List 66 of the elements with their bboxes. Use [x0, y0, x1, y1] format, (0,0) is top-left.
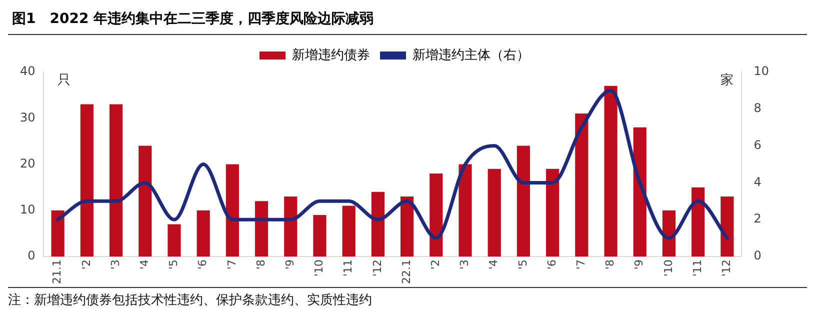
bar [430, 173, 443, 257]
bar [254, 201, 268, 257]
y-tick-label: 40 [20, 64, 36, 78]
bar [138, 146, 152, 257]
x-tick-label: '11 [690, 260, 704, 277]
y2-axis-title: 家 [720, 72, 734, 88]
x-tick-label: '7 [574, 260, 588, 270]
y2-tick-label: 6 [754, 138, 762, 152]
text: 注：新增违约债券包括技术性违约、保护条款违约、实质性违约 [8, 292, 373, 309]
bar [196, 210, 210, 257]
x-tick-label: '11 [342, 260, 355, 277]
legend-label: 新增违约主体（右） [412, 46, 530, 63]
x-tick-label: '4 [138, 260, 151, 270]
y-tick-label: 20 [20, 156, 36, 170]
bar [633, 127, 646, 257]
bar [371, 192, 384, 257]
bar [109, 104, 123, 257]
x-tick-label: '9 [632, 260, 646, 270]
bar [342, 206, 356, 257]
legend-label: 新增违约债券 [292, 48, 370, 63]
x-tick-label: '2 [429, 260, 442, 270]
bar [51, 210, 64, 257]
x-tick-label: '5 [167, 260, 180, 270]
x-tick-label: '4 [487, 260, 500, 270]
bar [313, 214, 326, 257]
y2-tick-label: 10 [754, 64, 770, 78]
x-tick-label: '12 [370, 260, 384, 277]
bar [400, 196, 414, 257]
x-tick-label: '3 [108, 260, 122, 270]
bar [458, 164, 472, 257]
x-tick-label: '6 [545, 260, 558, 270]
y2-tick-label: 8 [754, 101, 762, 116]
y-tick-label: 10 [20, 202, 36, 217]
bar [546, 168, 560, 257]
bar [575, 114, 588, 257]
x-tick-label: '8 [604, 260, 617, 270]
x-tick-label: '5 [516, 260, 530, 270]
chart-title: 图1 2022 年违约集中在二三季度，四季度风险边际减弱 [8, 8, 807, 35]
bar [226, 164, 239, 257]
x-tick-label: '2 [80, 260, 93, 270]
x-tick-label: '7 [225, 260, 238, 270]
line-series [56, 88, 729, 240]
x-tick-label: '12 [720, 260, 734, 277]
bar [488, 168, 501, 257]
y2-tick-label: 0 [754, 248, 762, 263]
bar [662, 210, 676, 257]
bar [692, 187, 705, 257]
bar [720, 196, 734, 257]
bar [284, 196, 298, 257]
y-tick-label: 0 [28, 248, 36, 263]
bar [80, 104, 94, 257]
x-tick-label: 21.1 [50, 260, 64, 284]
bar [604, 86, 618, 257]
y-tick-label: 30 [20, 110, 36, 124]
x-tick-label: '9 [284, 260, 296, 270]
x-tick-label: '10 [662, 260, 675, 277]
x-tick-label: '6 [196, 260, 210, 270]
y-axis-title: 只 [57, 72, 70, 88]
bar [168, 224, 181, 257]
x-tick-label: '8 [254, 260, 268, 270]
x-tick-label: 22.1 [400, 260, 413, 284]
x-tick-label: '10 [312, 260, 326, 277]
y2-tick-label: 2 [754, 212, 762, 226]
y2-tick-label: 4 [754, 174, 762, 189]
x-tick-label: '3 [458, 260, 472, 270]
bar [516, 146, 530, 257]
